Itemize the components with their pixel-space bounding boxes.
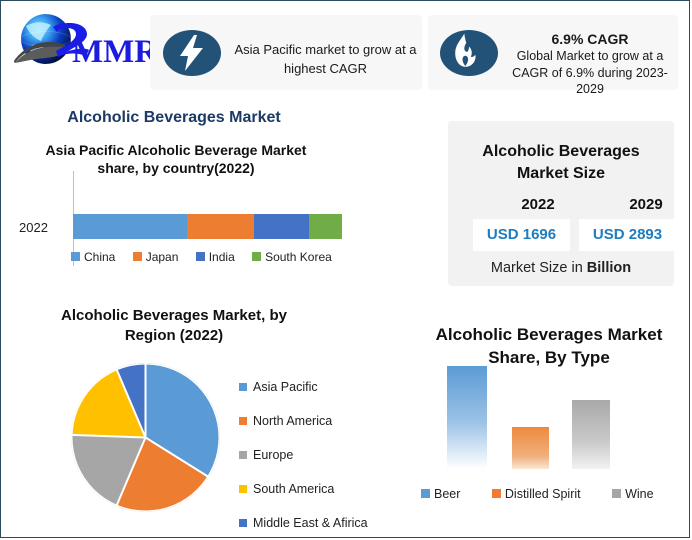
svg-text:MMR: MMR	[72, 34, 151, 70]
